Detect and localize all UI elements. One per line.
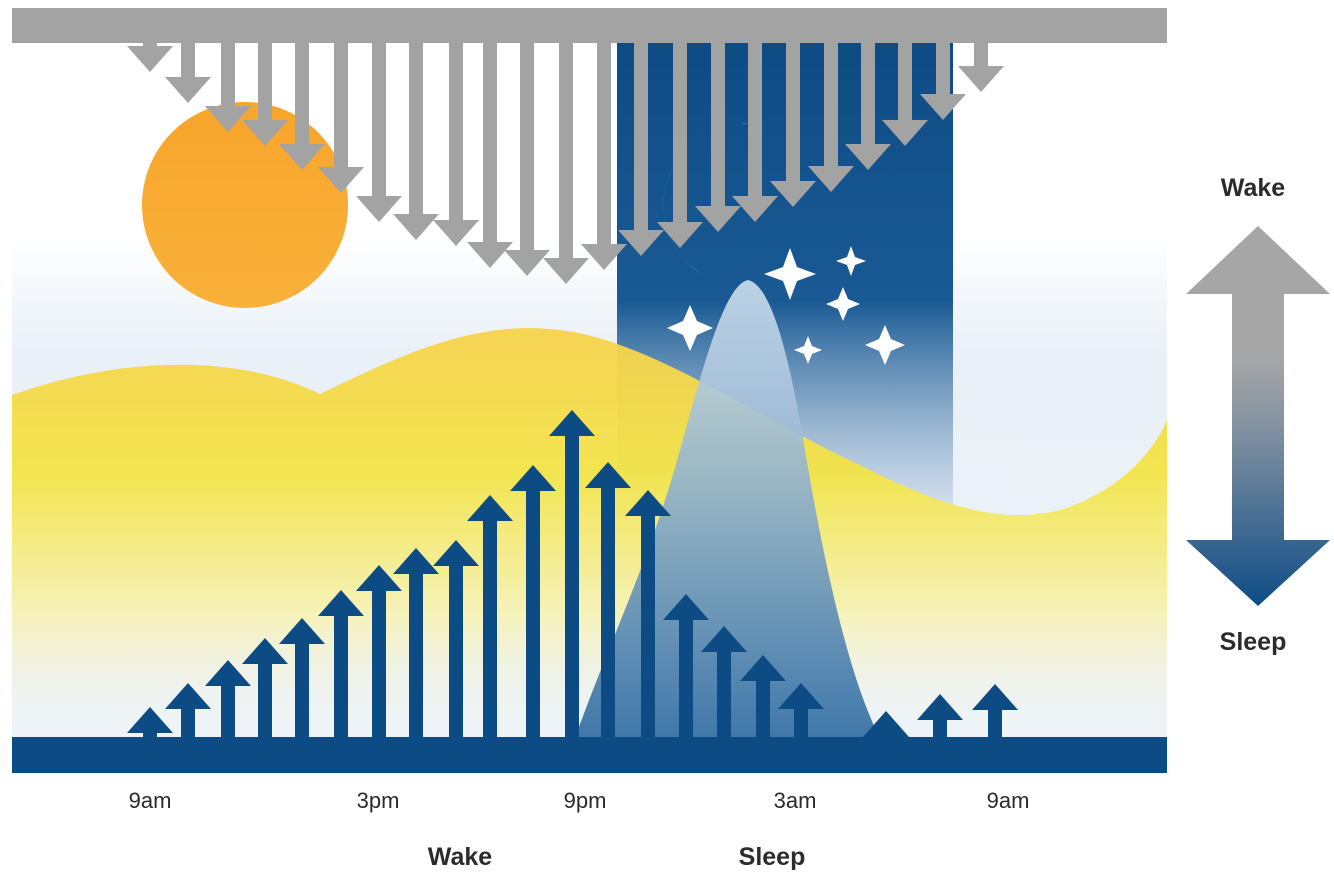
down-arrow-icon (279, 40, 325, 170)
up-arrow-icon (279, 618, 325, 740)
time-tick-label: 9pm (564, 788, 607, 813)
down-arrow-icon (882, 40, 928, 146)
up-arrow-icon (625, 490, 671, 740)
down-arrow-icon (958, 40, 1004, 92)
star-icon (826, 287, 860, 321)
down-arrow-icon (504, 40, 550, 276)
wake-signal-arrows (127, 410, 1018, 740)
down-arrow-icon (808, 40, 854, 192)
up-arrow-icon (663, 594, 709, 740)
down-arrow-icon (433, 40, 479, 246)
up-arrow-icon (242, 638, 288, 740)
up-arrow-icon (863, 711, 909, 740)
down-arrow-icon (205, 40, 251, 132)
down-arrow-icon (845, 40, 891, 170)
top-bar (12, 8, 1167, 43)
sleep-phase-label: Sleep (739, 843, 806, 871)
time-tick-label: 3pm (357, 788, 400, 813)
up-arrow-icon (205, 660, 251, 740)
scale-sleep-label: Sleep (1220, 628, 1287, 656)
down-arrow-icon (695, 40, 741, 232)
down-arrow-icon (318, 40, 364, 193)
down-arrow-icon (127, 40, 173, 72)
star-icon (667, 305, 713, 351)
down-arrow-icon (581, 40, 627, 270)
down-arrow-icon (356, 40, 402, 222)
sleep-pressure-arrows (127, 40, 1004, 284)
wake-sleep-scale-arrow (1186, 226, 1330, 606)
star-icon (764, 248, 816, 300)
down-arrow-icon (770, 40, 816, 207)
up-arrow-icon (356, 565, 402, 740)
down-arrow-icon (618, 40, 664, 256)
down-arrow-icon (467, 40, 513, 268)
time-tick-label: 9am (987, 788, 1030, 813)
up-arrow-icon (165, 683, 211, 740)
down-arrow-icon (732, 40, 778, 222)
down-arrow-icon (657, 40, 703, 248)
scale-wake-label: Wake (1221, 174, 1285, 202)
up-arrow-icon (778, 683, 824, 740)
up-arrow-icon (917, 694, 963, 740)
up-arrow-icon (972, 684, 1018, 740)
down-arrow-icon (920, 40, 966, 120)
up-arrow-icon (433, 540, 479, 740)
up-arrow-icon (393, 548, 439, 740)
stars (667, 246, 905, 365)
up-arrow-icon (510, 465, 556, 740)
up-arrow-icon (701, 626, 747, 740)
star-icon (836, 246, 866, 276)
down-arrow-icon (165, 40, 211, 103)
up-arrow-icon (740, 655, 786, 740)
wake-phase-label: Wake (428, 843, 492, 871)
star-icon (794, 336, 822, 364)
up-arrow-icon (549, 410, 595, 740)
baseline-bar (12, 737, 1167, 773)
up-arrow-icon (585, 462, 631, 740)
up-arrow-icon (127, 707, 173, 740)
time-tick-label: 9am (129, 788, 172, 813)
up-arrow-icon (467, 495, 513, 740)
up-arrow-icon (318, 590, 364, 740)
down-arrow-icon (393, 40, 439, 240)
time-tick-label: 3am (774, 788, 817, 813)
down-arrow-icon (543, 40, 589, 284)
star-icon (865, 325, 905, 365)
sun-icon (142, 102, 348, 308)
down-arrow-icon (242, 40, 288, 146)
